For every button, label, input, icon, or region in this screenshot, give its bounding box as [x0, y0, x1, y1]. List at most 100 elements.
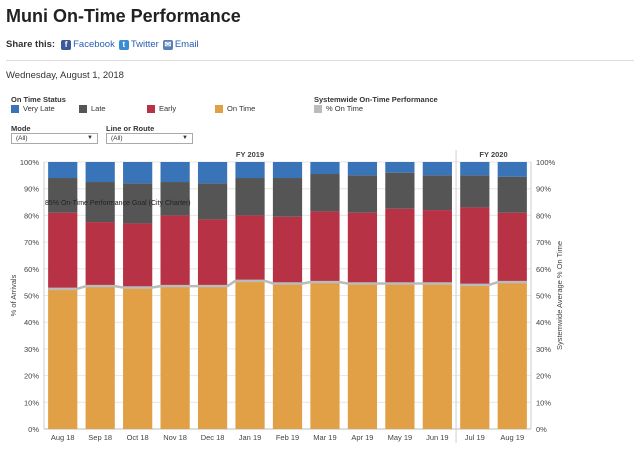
bar-late — [48, 178, 78, 213]
bar-very-late — [123, 162, 153, 184]
bar-early — [235, 215, 265, 281]
early-swatch — [147, 104, 155, 113]
report-date: Wednesday, August 1, 2018 — [6, 70, 124, 81]
bar-early — [48, 212, 78, 289]
systemwide-legend: % On Time — [314, 104, 363, 113]
email-link[interactable]: ✉ Email — [162, 39, 199, 50]
legend-item-on-time[interactable]: On Time — [215, 104, 283, 113]
bar-late — [422, 175, 452, 211]
bar-late — [497, 176, 527, 213]
x-tick-label: Aug 18 — [51, 433, 75, 442]
bar-early — [385, 208, 415, 284]
bar-on-time — [85, 286, 115, 429]
y-tick-label-right: 100% — [536, 158, 556, 167]
route-filter-label: Line or Route — [106, 124, 155, 133]
bar-on-time — [272, 283, 303, 429]
bar-early — [197, 219, 228, 287]
bar-late — [160, 182, 190, 216]
bar-very-late — [85, 162, 115, 183]
bar-very-late — [422, 162, 452, 176]
fiscal-year-label: FY 2019 — [236, 150, 264, 159]
y-tick-label-right: 70% — [536, 238, 551, 247]
late-swatch — [79, 104, 87, 113]
legend-item-late[interactable]: Late — [79, 104, 147, 113]
mode-select-value: (All) — [16, 135, 28, 142]
y-axis-title-left: % of Arrivals — [9, 274, 18, 316]
bar-on-time — [197, 286, 228, 429]
bar-on-time — [460, 284, 490, 429]
y-tick-label-right: 10% — [536, 398, 551, 407]
systemwide-line — [460, 280, 527, 287]
bar-late — [310, 174, 340, 212]
bar-very-late — [347, 162, 378, 176]
x-tick-label: Dec 18 — [201, 433, 225, 442]
share-label: Share this: — [6, 39, 56, 50]
route-select[interactable]: (All) ▼ — [106, 133, 193, 144]
bar-very-late — [48, 162, 78, 179]
legend-label: Very Late — [23, 104, 55, 113]
twitter-link[interactable]: t Twitter — [118, 39, 159, 50]
very-late-swatch — [11, 104, 19, 113]
legend-item-systemwide[interactable]: % On Time — [314, 104, 363, 113]
bar-late — [272, 178, 303, 217]
y-tick-label-right: 0% — [536, 425, 547, 434]
y-tick-label-right: 60% — [536, 265, 551, 274]
bar-very-late — [310, 162, 340, 175]
bar-late — [123, 183, 153, 224]
goal-annotation: 85% On-Time Performance Goal (City Chart… — [45, 200, 191, 207]
divider — [6, 60, 634, 61]
route-select-value: (All) — [111, 135, 123, 142]
twitter-label: Twitter — [130, 39, 159, 50]
page-title: Muni On-Time Performance — [6, 6, 241, 26]
legend-label: On Time — [227, 104, 256, 113]
legend-label: Early — [159, 104, 177, 113]
x-tick-label: May 19 — [388, 433, 413, 442]
on-time-swatch — [215, 104, 223, 113]
facebook-label: Facebook — [73, 39, 115, 50]
bar-early — [85, 222, 115, 287]
systemwide-swatch — [314, 104, 322, 113]
bar-very-late — [160, 162, 190, 183]
bar-very-late — [272, 162, 303, 179]
bar-late — [460, 175, 490, 208]
bar-early — [422, 210, 452, 284]
legend-item-early[interactable]: Early — [147, 104, 215, 113]
x-tick-label: Mar 19 — [313, 433, 336, 442]
bar-on-time — [235, 280, 265, 429]
status-legend: Very Late Late Early On Time — [11, 104, 283, 113]
bar-on-time — [385, 283, 415, 429]
bar-early — [272, 216, 303, 284]
systemwide-legend-title: Systemwide On-Time Performance — [314, 95, 438, 104]
x-tick-label: Jul 19 — [465, 433, 485, 442]
bar-very-late — [235, 162, 265, 179]
twitter-icon: t — [118, 39, 129, 50]
x-tick-label: Oct 18 — [127, 433, 149, 442]
mode-filter-label: Mode — [11, 124, 31, 133]
mode-select[interactable]: (All) ▼ — [11, 133, 98, 144]
y-tick-label-left: 10% — [24, 398, 39, 407]
y-tick-label-right: 20% — [536, 372, 551, 381]
facebook-link[interactable]: f Facebook — [61, 39, 115, 50]
legend-item-very-late[interactable]: Very Late — [11, 104, 79, 113]
bar-very-late — [385, 162, 415, 173]
y-tick-label-left: 0% — [28, 425, 39, 434]
y-tick-label-right: 50% — [536, 292, 551, 301]
y-tick-label-left: 100% — [20, 158, 40, 167]
bar-on-time — [160, 286, 190, 429]
y-tick-label-left: 50% — [24, 292, 39, 301]
bar-early — [123, 223, 153, 288]
chevron-down-icon: ▼ — [87, 135, 93, 141]
y-tick-label-right: 90% — [536, 185, 551, 194]
x-tick-label: Sep 18 — [88, 433, 112, 442]
y-tick-label-left: 40% — [24, 318, 39, 327]
bar-early — [460, 207, 490, 285]
fiscal-year-label: FY 2020 — [479, 150, 507, 159]
bar-early — [160, 215, 190, 287]
bar-on-time — [347, 283, 378, 429]
y-tick-label-right: 30% — [536, 345, 551, 354]
bar-late — [385, 172, 415, 209]
bar-late — [235, 178, 265, 216]
legend-label: Late — [91, 104, 106, 113]
y-tick-label-right: 80% — [536, 211, 551, 220]
y-tick-label-left: 30% — [24, 345, 39, 354]
